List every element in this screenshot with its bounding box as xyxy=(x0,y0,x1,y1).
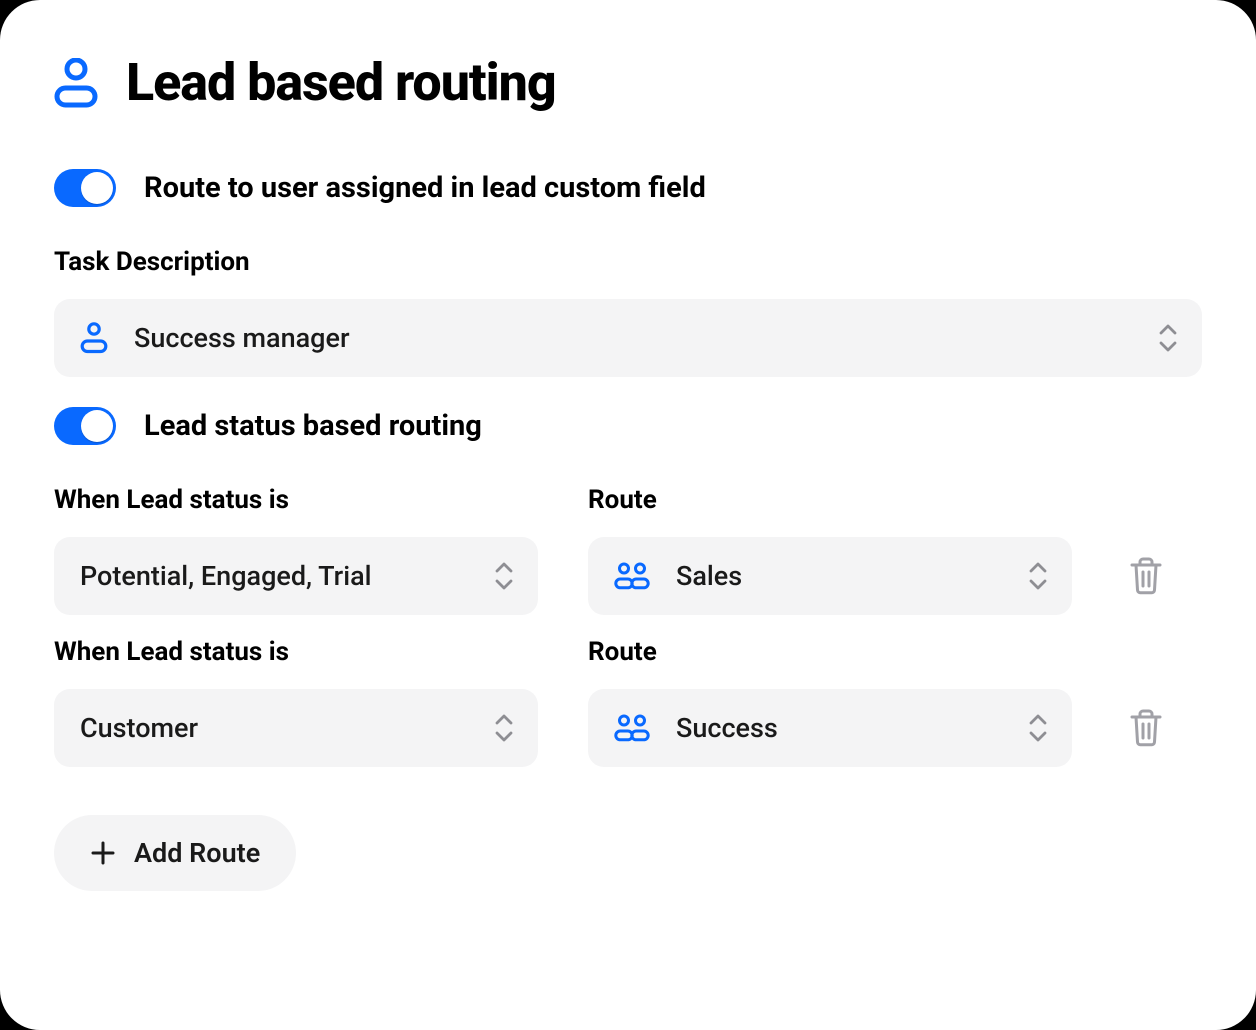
toggle-custom-field-label: Route to user assigned in lead custom fi… xyxy=(144,171,706,205)
toggle-custom-field[interactable] xyxy=(54,169,116,207)
chevron-up-down-icon xyxy=(1026,711,1050,745)
people-icon xyxy=(614,562,650,590)
add-route-button[interactable]: Add Route xyxy=(54,815,296,891)
trash-icon xyxy=(1128,708,1164,748)
delete-route-button[interactable] xyxy=(1122,537,1170,615)
chevron-up-down-icon xyxy=(1156,321,1180,355)
route-label: Route xyxy=(588,485,1072,515)
delete-route-button[interactable] xyxy=(1122,689,1170,767)
route-row: When Lead status is Route Customer Succes… xyxy=(54,637,1202,767)
route-label: Route xyxy=(588,637,1072,667)
trash-icon xyxy=(1128,556,1164,596)
condition-label: When Lead status is xyxy=(54,637,538,667)
lead-routing-card: Lead based routing Route to user assigne… xyxy=(0,0,1256,1030)
chevron-up-down-icon xyxy=(492,711,516,745)
person-icon xyxy=(80,322,108,354)
add-route-label: Add Route xyxy=(134,837,260,869)
task-description-value: Success manager xyxy=(134,322,1156,354)
route-target-select[interactable]: Sales xyxy=(588,537,1072,615)
page-title: Lead based routing xyxy=(126,52,556,113)
toggle-row-status-routing: Lead status based routing xyxy=(54,407,1202,445)
toggle-status-routing-label: Lead status based routing xyxy=(144,409,482,443)
toggle-row-custom-field: Route to user assigned in lead custom fi… xyxy=(54,169,1202,207)
people-icon xyxy=(614,714,650,742)
route-row: When Lead status is Route Potential, Enga… xyxy=(54,485,1202,615)
route-target-value: Sales xyxy=(676,560,1026,592)
chevron-up-down-icon xyxy=(492,559,516,593)
route-target-value: Success xyxy=(676,712,1026,744)
condition-label: When Lead status is xyxy=(54,485,538,515)
lead-status-select[interactable]: Customer xyxy=(54,689,538,767)
page-header: Lead based routing xyxy=(54,52,1202,113)
person-icon xyxy=(54,58,98,108)
lead-status-value: Potential, Engaged, Trial xyxy=(80,560,492,592)
routes-list: When Lead status is Route Potential, Enga… xyxy=(54,485,1202,767)
toggle-status-routing[interactable] xyxy=(54,407,116,445)
route-target-select[interactable]: Success xyxy=(588,689,1072,767)
task-description-section: Task Description Success manager xyxy=(54,247,1202,377)
task-description-select[interactable]: Success manager xyxy=(54,299,1202,377)
plus-icon xyxy=(90,840,116,866)
lead-status-value: Customer xyxy=(80,712,492,744)
chevron-up-down-icon xyxy=(1026,559,1050,593)
task-description-label: Task Description xyxy=(54,247,1202,277)
lead-status-select[interactable]: Potential, Engaged, Trial xyxy=(54,537,538,615)
